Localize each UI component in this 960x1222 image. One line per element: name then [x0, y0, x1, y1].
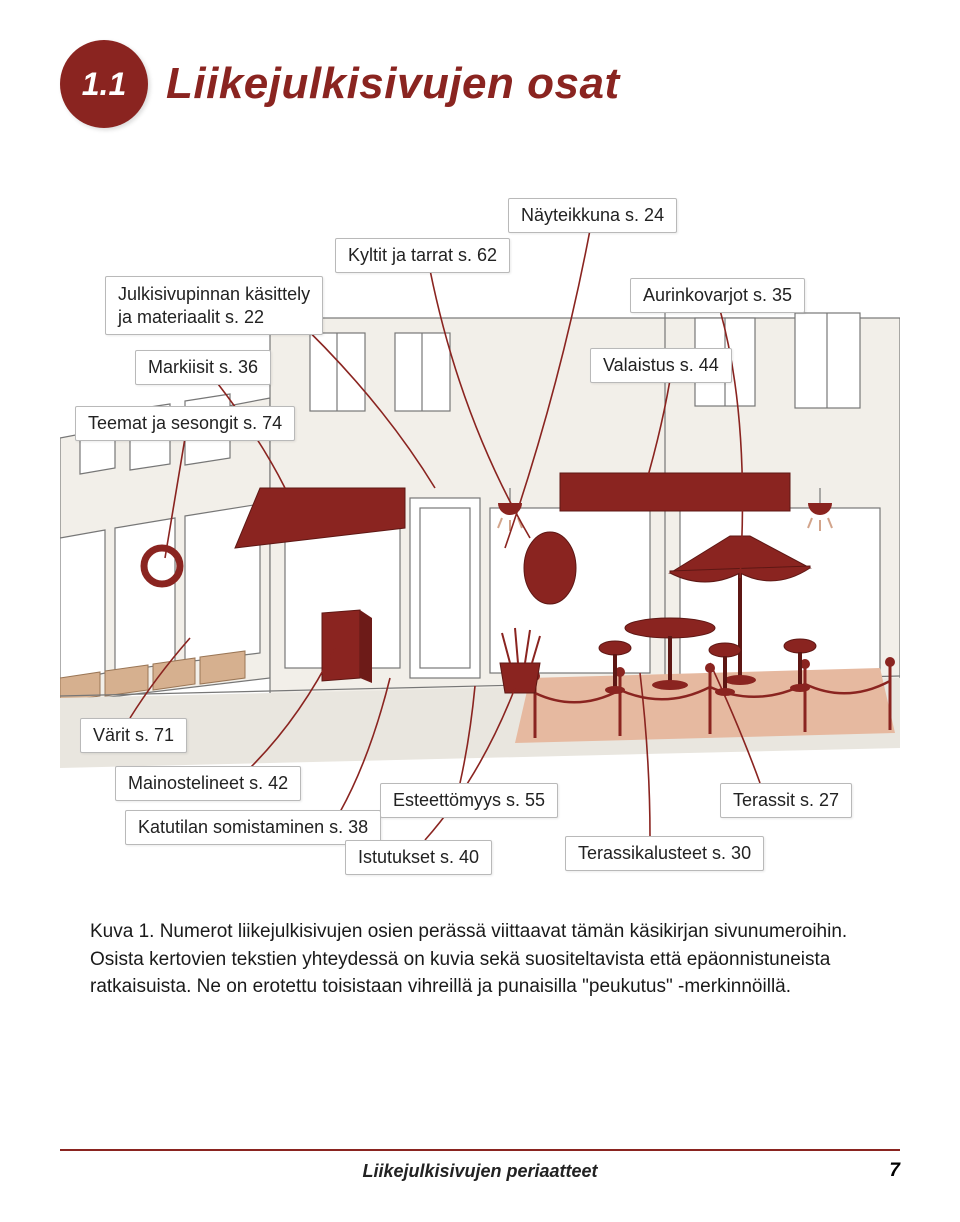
- callout-teemat: Teemat ja sesongit s. 74: [75, 406, 295, 441]
- storefront-diagram: .ln { stroke:#777; stroke-width:1.2; fil…: [60, 138, 900, 898]
- callout-valaistus: Valaistus s. 44: [590, 348, 732, 383]
- page-number: 7: [889, 1160, 900, 1182]
- callout-katutilan: Katutilan somistaminen s. 38: [125, 810, 381, 845]
- footer-title: Liikejulkisivujen periaatteet: [362, 1161, 597, 1182]
- callout-mainostelineet: Mainostelineet s. 42: [115, 766, 301, 801]
- header: 1.1 Liikejulkisivujen osat: [60, 40, 900, 128]
- page: 1.1 Liikejulkisivujen osat .ln { stroke:…: [0, 0, 960, 1222]
- figure-caption: Kuva 1. Numerot liikejulkisivujen osien …: [60, 918, 900, 1001]
- callout-terassikalusteet: Terassikalusteet s. 30: [565, 836, 764, 871]
- callout-nayteikkuna: Näyteikkuna s. 24: [508, 198, 677, 233]
- callout-aurinkovarjot: Aurinkovarjot s. 35: [630, 278, 805, 313]
- section-badge: 1.1: [60, 40, 148, 128]
- callout-esteettomyys: Esteettömyys s. 55: [380, 783, 558, 818]
- page-title: Liikejulkisivujen osat: [166, 59, 620, 109]
- callout-varit: Värit s. 71: [80, 718, 187, 753]
- callout-markiisit: Markiisit s. 36: [135, 350, 271, 385]
- footer: Liikejulkisivujen periaatteet 7: [60, 1149, 900, 1182]
- footer-rule: [60, 1149, 900, 1151]
- callout-julkisivu: Julkisivupinnan käsittelyja materiaalit …: [105, 276, 323, 335]
- callout-istutukset: Istutukset s. 40: [345, 840, 492, 875]
- callout-kyltit: Kyltit ja tarrat s. 62: [335, 238, 510, 273]
- callout-terassit: Terassit s. 27: [720, 783, 852, 818]
